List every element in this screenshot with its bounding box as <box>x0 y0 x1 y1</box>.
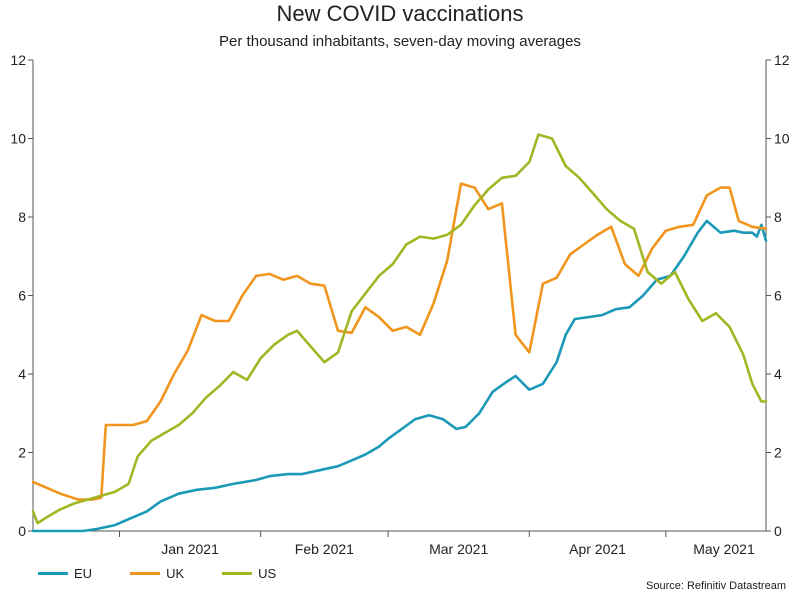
legend-label: EU <box>74 565 93 581</box>
chart-title: New COVID vaccinations <box>276 1 524 26</box>
legend-item-uk: UK <box>130 566 184 581</box>
y-tick-right-label: 10 <box>774 131 790 147</box>
y-tick-right-label: 4 <box>774 366 782 382</box>
series-line-eu <box>31 219 768 533</box>
series-line-us <box>31 133 768 525</box>
y-tick-left-label: 8 <box>18 209 26 225</box>
y-tick-left-label: 12 <box>10 52 26 68</box>
x-tick-label: Jan 2021 <box>161 541 219 557</box>
y-tick-right-label: 0 <box>774 523 782 539</box>
legend-item-us: US <box>222 566 276 581</box>
y-tick-left-label: 0 <box>18 523 26 539</box>
y-tick-right-label: 2 <box>774 445 782 461</box>
legend-swatch <box>130 571 161 575</box>
y-tick-left-label: 10 <box>10 131 26 147</box>
x-tick-label: Mar 2021 <box>429 541 488 557</box>
x-tick-label: Feb 2021 <box>295 541 354 557</box>
y-tick-left-label: 4 <box>18 366 26 382</box>
source-note: Source: Refinitiv Datastream <box>646 580 786 592</box>
x-tick-label: Apr 2021 <box>569 541 626 557</box>
x-tick-label: May 2021 <box>693 541 755 557</box>
y-tick-left-label: 2 <box>18 445 26 461</box>
y-tick-right-label: 12 <box>774 52 790 68</box>
legend-item-eu: EU <box>38 566 92 581</box>
legend-swatch <box>38 571 68 575</box>
legend-swatch <box>222 571 253 575</box>
legend-label: US <box>258 565 277 581</box>
y-tick-left-label: 6 <box>18 288 26 304</box>
series-line-uk <box>31 182 768 501</box>
y-tick-right-label: 6 <box>774 288 782 304</box>
legend-label: UK <box>166 565 185 581</box>
legend: EU UK US <box>38 565 314 581</box>
chart-subtitle: Per thousand inhabitants, seven-day movi… <box>219 33 581 50</box>
y-tick-right-label: 8 <box>774 209 782 225</box>
